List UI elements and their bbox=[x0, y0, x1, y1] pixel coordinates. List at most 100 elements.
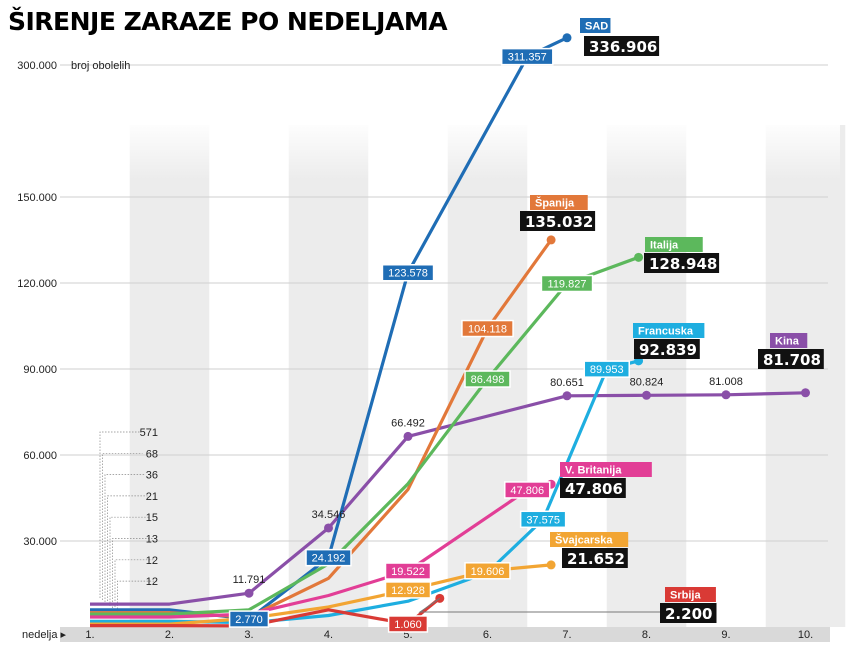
week1-value: 21 bbox=[146, 491, 158, 503]
series-final-Španija: 135.032 bbox=[525, 213, 593, 231]
data-point bbox=[562, 33, 572, 43]
data-point bbox=[403, 431, 413, 441]
point-label-box: 1.060 bbox=[387, 615, 429, 633]
x-tick-label: 8. bbox=[642, 629, 651, 641]
point-label: 80.824 bbox=[630, 376, 664, 388]
week1-value: 12 bbox=[146, 576, 158, 588]
week1-value: 571 bbox=[140, 427, 158, 439]
point-labels: 11.791 34.546 66.492 80.651 80.824 81.008 2.77… bbox=[228, 47, 743, 633]
week1-leader bbox=[109, 516, 150, 606]
week-band bbox=[129, 125, 210, 627]
data-point bbox=[546, 235, 556, 245]
point-label: 11.791 bbox=[233, 574, 266, 586]
y-tick-label: 30.000 bbox=[23, 536, 57, 548]
point-label: 24.192 bbox=[312, 553, 346, 565]
point-label: 34.546 bbox=[312, 509, 346, 521]
point-label-box: 37.575 bbox=[519, 510, 567, 529]
point-label-box: 19.522 bbox=[384, 562, 432, 580]
series-final-box bbox=[560, 478, 626, 498]
point-label-box: 119.827 bbox=[540, 274, 594, 293]
data-point bbox=[721, 390, 731, 400]
point-label: 12.928 bbox=[391, 585, 425, 597]
data-point bbox=[562, 391, 572, 401]
week1-value: 36 bbox=[146, 470, 158, 482]
week1-leader bbox=[102, 452, 143, 600]
x-tick-label: 9. bbox=[721, 629, 730, 641]
series-name-box bbox=[580, 18, 611, 33]
point-label-box: 2.770 bbox=[228, 610, 270, 628]
week1-leader bbox=[117, 580, 158, 612]
point-label-box: 24.192 bbox=[305, 548, 352, 567]
point-label: 86.498 bbox=[471, 374, 505, 386]
week-band bbox=[288, 125, 369, 627]
point-label-box: 89.953 bbox=[583, 360, 630, 378]
label-box bbox=[500, 47, 554, 66]
series-name-box bbox=[550, 532, 629, 547]
week1-value: 68 bbox=[146, 448, 158, 460]
label-box bbox=[519, 510, 567, 529]
series-name-box bbox=[665, 587, 716, 602]
week1-leader bbox=[104, 474, 145, 602]
y-tick-label: 60.000 bbox=[23, 450, 57, 462]
series-line-Italija bbox=[90, 255, 640, 616]
series-final-box bbox=[520, 211, 596, 231]
label-box bbox=[583, 360, 630, 378]
x-axis-band bbox=[60, 627, 830, 642]
series-name-Italija: Italija bbox=[650, 240, 679, 252]
series-name-box bbox=[530, 195, 588, 210]
x-tick-label: 4. bbox=[324, 629, 333, 641]
point-label: 123.578 bbox=[388, 268, 428, 280]
point-label-box: 47.806 bbox=[504, 481, 551, 499]
week1-leader bbox=[107, 495, 148, 604]
series-name-Francuska: Francuska bbox=[638, 326, 694, 338]
series-final-V. Britanija: 47.806 bbox=[565, 480, 623, 498]
series-name-SAD: SAD bbox=[585, 21, 608, 33]
series-name-Kina: Kina bbox=[775, 336, 800, 348]
data-point bbox=[244, 588, 254, 598]
point-label: 89.953 bbox=[590, 364, 624, 376]
label-box bbox=[384, 562, 432, 580]
y-tick-labels: 30.000 60.000 90.000 120.000 150.000 300.000 bbox=[17, 60, 57, 548]
label-box bbox=[504, 481, 551, 499]
x-axis-label: nedelja ▸ bbox=[22, 629, 67, 641]
label-box bbox=[381, 263, 435, 282]
series-name-box bbox=[770, 333, 808, 348]
point-label: 19.522 bbox=[391, 566, 425, 578]
label-box bbox=[461, 319, 514, 338]
chart-title: ŠIRENJE ZARAZE PO NEDELJAMA bbox=[8, 6, 448, 36]
week1-leader bbox=[112, 538, 153, 608]
y-tick-label: 150.000 bbox=[17, 192, 57, 204]
label-box bbox=[384, 581, 432, 599]
point-label: 81.008 bbox=[709, 376, 743, 388]
series-final-Srbija: 2.200 bbox=[665, 605, 712, 623]
series-name-box bbox=[633, 323, 705, 338]
week-band bbox=[765, 125, 846, 627]
x-tick-label: 1. bbox=[85, 629, 94, 641]
x-tick-label: 10. bbox=[798, 629, 813, 641]
point-label-box: 86.498 bbox=[464, 370, 511, 388]
gridlines bbox=[60, 64, 828, 542]
series-final-Francuska: 92.839 bbox=[639, 341, 697, 359]
x-tick-label: 3. bbox=[244, 629, 253, 641]
band-fade bbox=[60, 120, 840, 180]
series-name-V. Britanija: V. Britanija bbox=[565, 465, 622, 477]
series-final-box bbox=[584, 36, 660, 56]
series-final-Kina: 81.708 bbox=[763, 351, 821, 369]
x-tick-label: 5. bbox=[403, 629, 412, 641]
series-name-Srbija: Srbija bbox=[670, 590, 701, 602]
series-final-SAD: 336.906 bbox=[589, 38, 657, 56]
y-tick-label: 300.000 bbox=[17, 60, 57, 72]
data-point bbox=[324, 523, 333, 533]
label-box bbox=[540, 274, 594, 293]
series-final-box bbox=[758, 349, 824, 369]
x-tick-label: 6. bbox=[483, 629, 492, 641]
label-box bbox=[464, 562, 511, 580]
week-bands bbox=[60, 120, 846, 627]
series-name-Švajcarska: Švajcarska bbox=[555, 534, 613, 547]
series-final-Italija: 128.948 bbox=[649, 255, 717, 273]
data-point bbox=[634, 252, 644, 262]
series-name-box bbox=[645, 237, 703, 252]
series-final-box bbox=[634, 339, 700, 359]
point-label: 66.492 bbox=[391, 417, 425, 429]
point-label: 104.118 bbox=[468, 324, 507, 336]
